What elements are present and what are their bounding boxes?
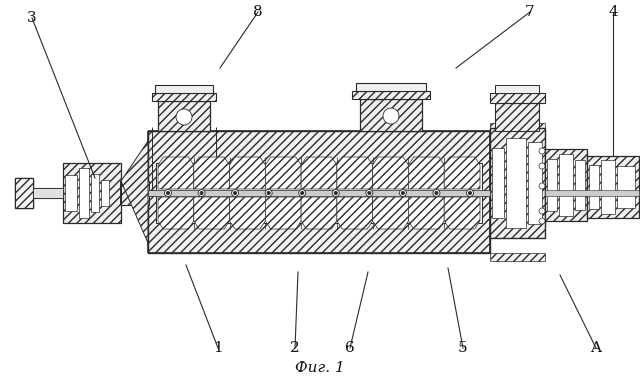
Bar <box>63 163 121 223</box>
Text: A: A <box>591 341 602 355</box>
Bar <box>152 93 216 101</box>
Polygon shape <box>266 197 301 229</box>
Circle shape <box>267 191 270 195</box>
Polygon shape <box>444 197 480 229</box>
Circle shape <box>399 190 406 196</box>
Circle shape <box>200 191 203 195</box>
Polygon shape <box>372 197 408 229</box>
Bar <box>587 156 639 218</box>
Bar <box>65 175 77 211</box>
Bar <box>545 149 587 221</box>
Text: Фиг. 1: Фиг. 1 <box>295 361 345 375</box>
Circle shape <box>301 191 304 195</box>
Circle shape <box>366 190 373 196</box>
Bar <box>79 168 89 218</box>
Bar <box>360 99 422 131</box>
Circle shape <box>332 190 339 196</box>
Polygon shape <box>490 253 545 261</box>
Text: 4: 4 <box>608 5 618 19</box>
Circle shape <box>435 191 438 195</box>
Bar <box>208 93 212 99</box>
Bar <box>639 191 640 195</box>
Polygon shape <box>372 157 408 189</box>
Bar <box>528 142 542 224</box>
Bar <box>154 93 158 99</box>
Polygon shape <box>158 197 194 229</box>
Bar <box>352 91 430 99</box>
Circle shape <box>383 108 399 124</box>
Circle shape <box>232 190 239 196</box>
Polygon shape <box>194 197 230 229</box>
Bar <box>91 174 99 212</box>
Circle shape <box>198 190 205 196</box>
Circle shape <box>299 190 306 196</box>
Polygon shape <box>266 157 301 189</box>
Circle shape <box>539 218 545 224</box>
Text: 3: 3 <box>27 11 37 25</box>
Text: 6: 6 <box>345 341 355 355</box>
Bar <box>490 128 545 238</box>
Circle shape <box>164 190 172 196</box>
Bar <box>155 85 213 93</box>
Circle shape <box>334 191 337 195</box>
Bar <box>356 83 426 91</box>
Polygon shape <box>444 157 480 189</box>
Polygon shape <box>301 197 337 229</box>
Polygon shape <box>230 197 266 229</box>
Bar <box>490 93 545 103</box>
Circle shape <box>368 191 371 195</box>
Bar <box>33 188 63 198</box>
Polygon shape <box>408 157 444 189</box>
Circle shape <box>401 191 404 195</box>
Polygon shape <box>121 141 148 243</box>
Circle shape <box>539 148 545 154</box>
Text: 1: 1 <box>213 341 223 355</box>
Text: 7: 7 <box>525 5 535 19</box>
Bar <box>148 131 490 193</box>
Polygon shape <box>337 197 372 229</box>
Bar <box>495 103 539 131</box>
Circle shape <box>166 191 170 195</box>
Circle shape <box>539 183 545 189</box>
Text: 2: 2 <box>290 341 300 355</box>
Bar <box>15 178 33 208</box>
Bar <box>559 154 573 216</box>
Circle shape <box>433 190 440 196</box>
Circle shape <box>468 191 472 195</box>
Polygon shape <box>194 157 230 189</box>
Circle shape <box>265 190 272 196</box>
Circle shape <box>176 109 192 125</box>
Bar <box>617 166 635 208</box>
Circle shape <box>467 190 474 196</box>
Bar <box>148 190 490 196</box>
Circle shape <box>539 208 545 214</box>
Bar <box>545 190 639 196</box>
Polygon shape <box>230 157 266 189</box>
Circle shape <box>539 163 545 169</box>
Bar <box>495 85 539 93</box>
Bar <box>506 138 526 228</box>
Bar <box>156 163 482 223</box>
Bar <box>492 148 504 218</box>
Bar <box>589 165 599 209</box>
Text: 8: 8 <box>253 5 263 19</box>
Bar <box>354 91 358 97</box>
Bar <box>101 180 109 206</box>
Polygon shape <box>490 123 545 131</box>
Bar <box>601 160 615 214</box>
Bar <box>158 101 210 131</box>
Polygon shape <box>158 157 194 189</box>
Bar <box>424 91 428 97</box>
Bar <box>148 193 490 253</box>
Polygon shape <box>301 157 337 189</box>
Polygon shape <box>337 157 372 189</box>
Polygon shape <box>408 197 444 229</box>
Bar <box>121 181 149 205</box>
Bar <box>575 160 585 210</box>
Bar <box>547 159 557 211</box>
Text: 5: 5 <box>458 341 468 355</box>
Circle shape <box>234 191 237 195</box>
